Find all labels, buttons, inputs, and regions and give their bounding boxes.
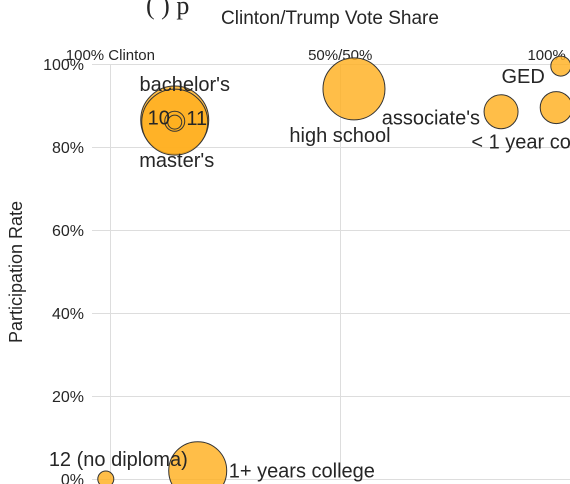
bubble-label: 12 (no diploma) (49, 449, 188, 471)
top-axis-label: 100% Clinton (66, 47, 155, 64)
bubble-label: master's (139, 150, 214, 172)
bubble-point (167, 114, 183, 130)
y-tick-label: 20% (52, 389, 84, 406)
y-tick-label: 40% (52, 306, 84, 323)
y-tick-label: 0% (61, 472, 84, 484)
bubble-point (539, 91, 570, 125)
bubble-point (322, 57, 386, 121)
bubble-point (97, 470, 115, 484)
y-tick-labels: 0% 20% 40% 60% 80% 100% (43, 57, 84, 484)
bubble-label: 11 (186, 108, 207, 130)
y-tick-label: 60% (52, 223, 84, 240)
bubbles (97, 55, 570, 484)
bubble-point (168, 441, 228, 484)
bubble-label: bachelor's (139, 74, 230, 96)
bubble-label: GED (501, 66, 544, 88)
bubble-label: < 1 year college (471, 132, 570, 154)
bubble-label: associate's (382, 108, 480, 130)
y-tick-label: 80% (52, 140, 84, 157)
bubble-labels: bachelor's master's 10 11 high school GED asso… (49, 66, 570, 483)
chart-title: Clinton/Trump Vote Share (221, 8, 439, 29)
y-tick-label: 100% (43, 57, 84, 74)
cut-off-title-fragment: ( ) p (146, 0, 189, 20)
bubble-label: 1+ years college (229, 461, 375, 483)
y-axis-label: Participation Rate (6, 201, 26, 343)
bubble-point (550, 55, 570, 77)
bubble-label: 10 (148, 107, 170, 129)
vertical-grid (110, 64, 341, 479)
bubble-label: high school (289, 125, 390, 147)
bubble-point (483, 94, 519, 130)
